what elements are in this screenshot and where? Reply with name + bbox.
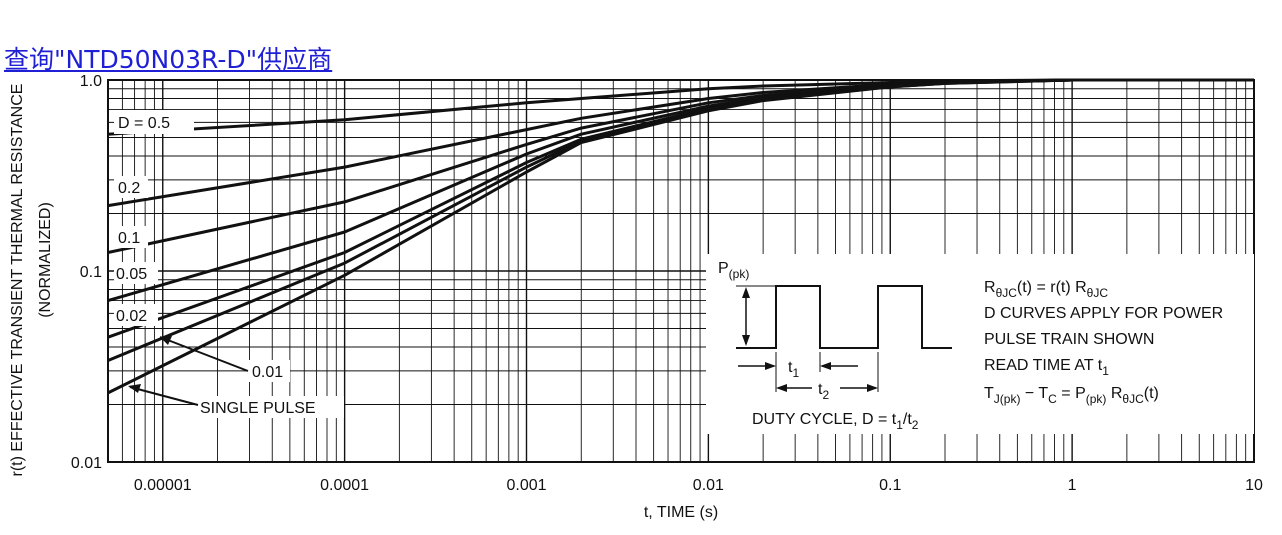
label-d02: 0.2 xyxy=(118,180,140,197)
x-tick-label: 0.001 xyxy=(506,477,546,494)
arrowhead-icon xyxy=(742,287,750,298)
note-pulse-train: PULSE TRAIN SHOWN xyxy=(984,331,1154,348)
inset-bg xyxy=(706,254,1254,434)
arrowhead-icon xyxy=(867,384,878,392)
label-d05: D = 0.5 xyxy=(118,115,170,132)
leader-single xyxy=(129,386,199,406)
inset-pulse-diagram: P(pk) t1 t2 DUTY CYCLE, D = t1/t2 RθJC(t… xyxy=(706,254,1254,434)
note-tj-equation: TJ(pk) − TC = P(pk) RθJC(t) xyxy=(984,385,1159,406)
label-d002: 0.02 xyxy=(116,308,147,325)
y-axis-label: r(t) EFFECTIVE TRANSIENT THERMAL RESISTA… xyxy=(9,84,26,477)
arrowhead-icon xyxy=(820,362,831,370)
y-axis-label-2: (NORMALIZED) xyxy=(37,202,54,318)
arrowhead-icon xyxy=(765,362,776,370)
y-tick-label: 0.01 xyxy=(71,455,102,472)
x-tick-label: 0.01 xyxy=(693,477,724,494)
ppk-label: P(pk) xyxy=(718,260,749,281)
series-line xyxy=(107,78,1254,254)
y-tick-label: 1.0 xyxy=(80,73,102,90)
x-axis-label: t, TIME (s) xyxy=(644,504,718,521)
label-d001: 0.01 xyxy=(252,364,283,381)
label-d01: 0.1 xyxy=(118,230,140,247)
y-tick-label: 0.1 xyxy=(80,264,102,281)
label-bg xyxy=(248,360,290,382)
label-bg xyxy=(114,304,158,326)
label-single-pulse: SINGLE PULSE xyxy=(200,400,316,417)
label-bg xyxy=(114,176,148,198)
x-tick-label: 0.0001 xyxy=(320,477,369,494)
t1-label: t1 xyxy=(788,359,799,380)
note-d-curves: D CURVES APPLY FOR POWER xyxy=(984,305,1223,322)
note-read-time: READ TIME AT t1 xyxy=(984,357,1109,378)
x-tick-label: 1 xyxy=(1068,477,1077,494)
label-bg xyxy=(114,110,194,134)
leader-d001 xyxy=(159,336,249,372)
supplier-query-link[interactable]: 查询"NTD50N03R-D"供应商 xyxy=(4,45,333,74)
arrowhead-icon xyxy=(742,335,750,346)
label-bg xyxy=(198,396,344,418)
label-d005: 0.05 xyxy=(116,266,147,283)
x-tick-label: 0.1 xyxy=(879,477,901,494)
arrowhead-icon xyxy=(128,384,141,393)
x-tick-label: 10 xyxy=(1245,477,1263,494)
tick-labels: 0.00001 0.0001 0.001 0.01 0.1 1 10 0.01 0.1 1.0 xyxy=(71,73,1263,494)
curves xyxy=(107,78,1254,395)
duty-cycle-label: DUTY CYCLE, D = t1/t2 xyxy=(752,411,919,432)
t2-label: t2 xyxy=(818,381,829,402)
arrowhead-icon xyxy=(776,384,787,392)
label-bg xyxy=(114,262,158,284)
x-tick-label: 0.00001 xyxy=(134,477,192,494)
pulse-train xyxy=(736,285,952,349)
arrowhead-icon xyxy=(160,336,172,345)
note-rthjc: RθJC(t) = r(t) RθJC xyxy=(984,279,1108,300)
label-bg xyxy=(114,226,148,248)
series-line xyxy=(107,78,1254,395)
